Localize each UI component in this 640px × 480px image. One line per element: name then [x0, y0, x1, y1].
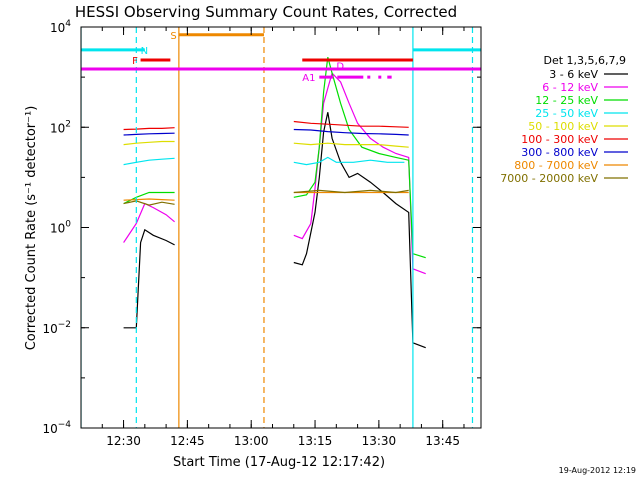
y-tick-label-3: 102	[50, 119, 71, 135]
legend-label-6: 300 - 800 keV	[521, 146, 598, 159]
flag-label-n: N	[141, 46, 148, 57]
x-tick-label-4: 13:30	[362, 434, 397, 448]
series-line-5-segment-0	[123, 127, 175, 131]
timestamp: 19-Aug-2012 12:19	[559, 466, 636, 475]
x-axis-label: Start Time (17-Aug-12 12:17:42)	[173, 455, 385, 470]
legend-label-2: 12 - 25 keV	[535, 94, 598, 107]
flag-label-s: S	[170, 31, 176, 42]
series-line-6-segment-1	[293, 128, 409, 136]
legend-title: Det 1,3,5,6,7,9	[543, 54, 626, 67]
x-tick-label-3: 13:15	[298, 434, 333, 448]
series-line-5-segment-1	[293, 120, 409, 128]
legend-label-8: 7000 - 20000 keV	[500, 172, 598, 185]
x-tick-label-1: 12:45	[170, 434, 205, 448]
y-tick-label-4: 104	[50, 19, 71, 35]
legend-label-3: 25 - 50 keV	[535, 107, 598, 120]
y-tick-label-1: 10−2	[42, 320, 71, 336]
legend-label-7: 800 - 7000 keV	[514, 159, 598, 172]
series-line-6-segment-0	[123, 132, 175, 136]
flag-label-a1: A1	[302, 73, 315, 84]
plot-frame	[80, 26, 482, 429]
series-line-2-segment-1	[293, 57, 426, 259]
series-line-4-segment-0	[123, 140, 175, 146]
series-line-1-segment-0	[123, 202, 175, 243]
flag-bars	[81, 33, 481, 79]
series-line-8-segment-1	[293, 189, 409, 194]
series-line-3-segment-0	[123, 157, 175, 166]
x-tick-label-5: 13:45	[425, 434, 460, 448]
series-line-4-segment-1	[293, 142, 409, 148]
y-axis-label: Corrected Count Rate (s⁻¹ detector⁻¹)	[24, 106, 39, 351]
y-axis-ticks: 10−4 10−2 100 102 104	[42, 19, 481, 436]
series-line-1-segment-1	[293, 72, 426, 275]
series-line-7-segment-0	[123, 198, 175, 201]
x-axis-ticks: 12:30 12:45 13:00 13:15 13:30 13:45	[80, 27, 465, 448]
flag-label-f: F	[132, 56, 138, 67]
flag-labels: N S F D A1	[132, 31, 344, 84]
x-tick-label-2: 13:00	[234, 434, 269, 448]
x-tick-label-0: 12:30	[106, 434, 141, 448]
y-tick-label-2: 100	[50, 220, 71, 236]
legend-label-1: 6 - 12 keV	[542, 81, 598, 94]
vertical-lines	[81, 27, 474, 428]
series-line-0-segment-0	[123, 228, 175, 329]
chart-title: HESSI Observing Summary Count Rates, Cor…	[75, 3, 457, 21]
series-line-8-segment-0	[123, 200, 175, 206]
series-line-3-segment-1	[293, 156, 405, 166]
y-tick-label-0: 10−4	[42, 420, 71, 436]
legend-label-0: 3 - 6 keV	[549, 68, 598, 81]
legend-label-5: 100 - 300 keV	[521, 133, 598, 146]
flag-label-d: D	[336, 62, 344, 73]
series-layer	[123, 57, 426, 349]
legend-label-4: 50 - 100 keV	[528, 120, 598, 133]
